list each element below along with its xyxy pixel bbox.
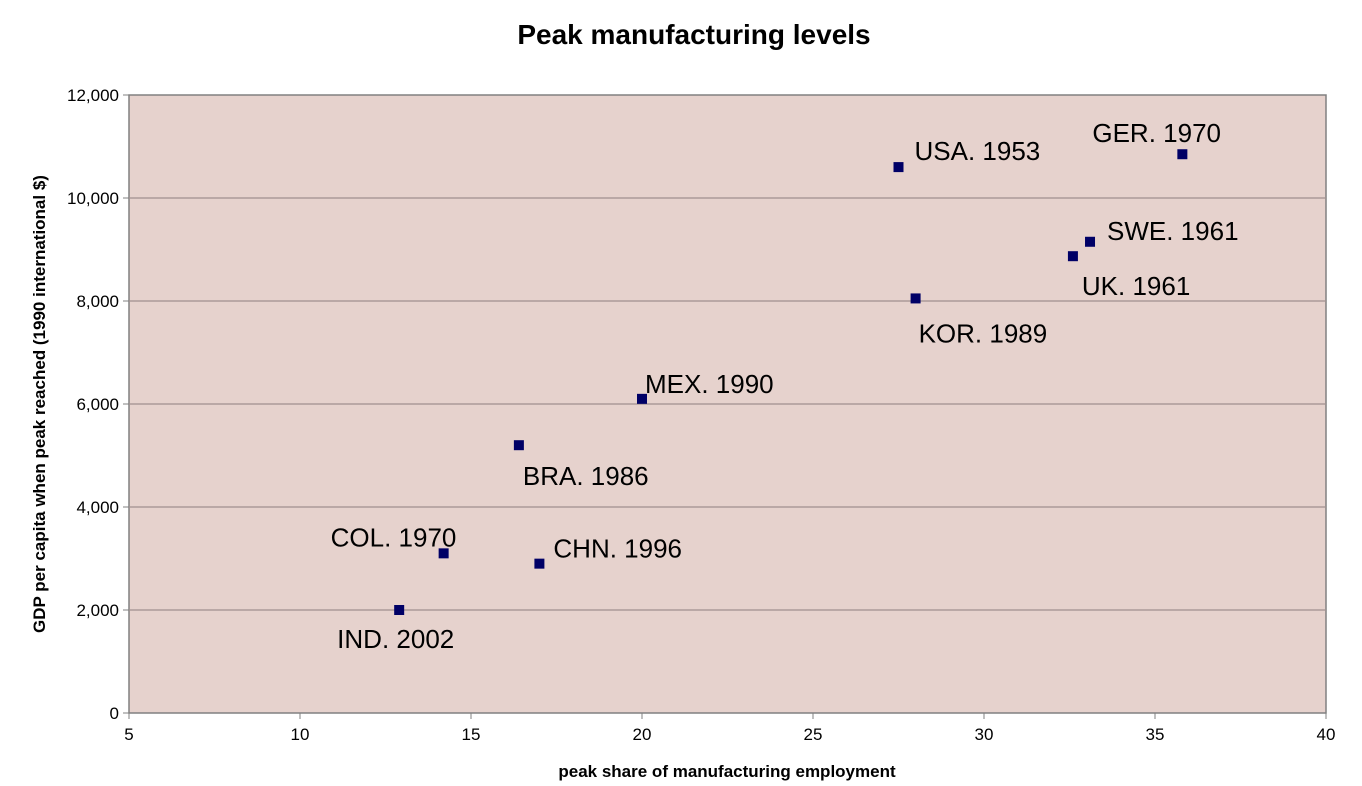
x-tick-label: 35 xyxy=(1146,725,1165,744)
y-tick-label: 0 xyxy=(110,704,119,723)
point-label: KOR. 1989 xyxy=(919,318,1048,348)
data-point xyxy=(438,548,449,559)
x-tick-label: 25 xyxy=(804,725,823,744)
x-tick-label: 30 xyxy=(975,725,994,744)
point-label: BRA. 1986 xyxy=(523,461,649,491)
x-tick-label: 10 xyxy=(291,725,310,744)
y-tick-label: 6,000 xyxy=(76,395,119,414)
point-label: GER. 1970 xyxy=(1092,118,1221,148)
y-axis-label: GDP per capita when peak reached (1990 i… xyxy=(30,175,49,633)
chart-title: Peak manufacturing levels xyxy=(517,19,870,50)
data-point xyxy=(394,605,405,615)
point-label: CHN. 1996 xyxy=(553,534,682,564)
data-point xyxy=(637,393,647,404)
data-point xyxy=(1085,236,1096,247)
x-tick-label: 20 xyxy=(633,725,652,744)
point-label: UK. 1961 xyxy=(1082,271,1190,301)
y-tick-label: 2,000 xyxy=(76,601,119,620)
data-point xyxy=(893,162,904,173)
data-point xyxy=(534,558,545,569)
point-label: SWE. 1961 xyxy=(1107,216,1239,246)
point-label: COL. 1970 xyxy=(331,522,457,552)
data-point xyxy=(513,440,524,451)
x-tick-label: 5 xyxy=(124,725,133,744)
x-tick-label: 15 xyxy=(462,725,481,744)
point-label: USA. 1953 xyxy=(915,136,1041,166)
y-tick-label: 4,000 xyxy=(76,498,119,517)
x-tick-label: 40 xyxy=(1317,725,1336,744)
data-point xyxy=(1177,149,1188,160)
data-point xyxy=(1067,251,1078,262)
point-label: MEX. 1990 xyxy=(645,369,774,399)
x-axis-label: peak share of manufacturing employment xyxy=(558,762,896,781)
data-point xyxy=(910,293,921,304)
y-tick-label: 10,000 xyxy=(67,189,119,208)
y-tick-label: 12,000 xyxy=(67,86,119,105)
y-tick-label: 8,000 xyxy=(76,292,119,311)
point-label: IND. 2002 xyxy=(337,624,454,654)
